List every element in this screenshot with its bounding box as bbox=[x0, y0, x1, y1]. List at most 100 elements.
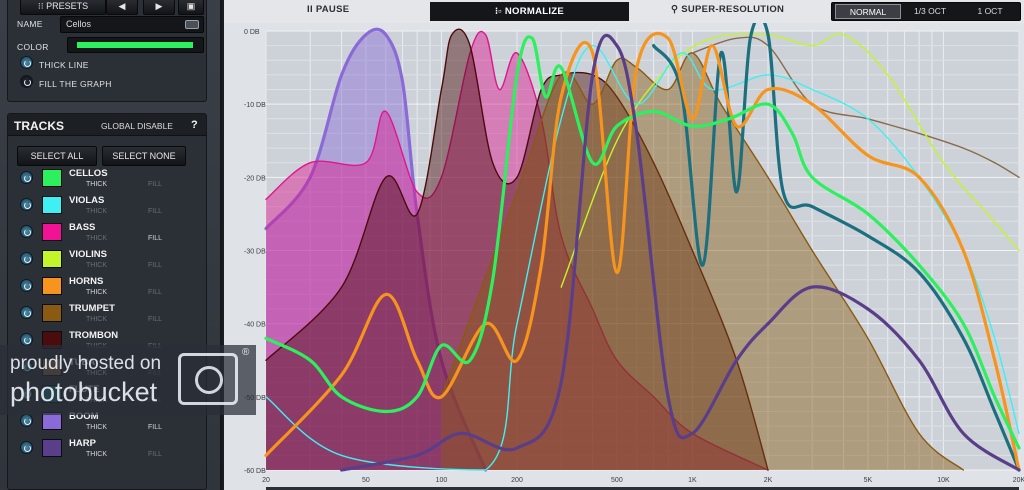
series-violas-line bbox=[265, 44, 1020, 471]
arrow-right-icon: ▶ bbox=[155, 1, 163, 11]
help-icon[interactable]: ? bbox=[191, 119, 198, 131]
series-boom-fill bbox=[266, 29, 486, 471]
x-tick-label: 2K bbox=[764, 477, 773, 484]
track-power-toggle[interactable] bbox=[20, 225, 33, 238]
super-resolution-icon: ⚲ bbox=[671, 4, 682, 15]
x-tick-label: 200 bbox=[511, 477, 523, 484]
track-thick-toggle[interactable]: THICK bbox=[86, 451, 107, 458]
next-preset-button[interactable]: ▶ bbox=[143, 0, 175, 15]
x-tick-label: 20K bbox=[1013, 477, 1024, 484]
track-name: TROMBON bbox=[69, 330, 119, 341]
series-bass-fill bbox=[266, 31, 768, 470]
series-boom-line bbox=[264, 27, 488, 472]
track-fill-toggle[interactable]: FILL bbox=[148, 451, 163, 458]
x-tick-label: 100 bbox=[436, 477, 448, 484]
track-row-violas: VIOLAS THICK FILL bbox=[8, 195, 206, 222]
track-color-swatch[interactable] bbox=[42, 304, 62, 322]
thick-line-label: THICK LINE bbox=[39, 60, 89, 70]
track-thick-toggle[interactable]: THICK bbox=[86, 235, 107, 242]
track-settings-card: ⁝⁝ PRESETS ◀ ▶ ▣ NAME Cellos COLOR THICK… bbox=[7, 0, 207, 102]
mode-octave[interactable]: 1 OCT bbox=[977, 6, 1003, 16]
track-color-swatch[interactable] bbox=[42, 223, 62, 241]
track-color-swatch[interactable] bbox=[42, 250, 62, 268]
select-all-button[interactable]: SELECT ALL bbox=[17, 146, 97, 166]
track-thick-toggle[interactable]: THICK bbox=[86, 208, 107, 215]
global-disable-button[interactable]: GLOBAL DISABLE bbox=[101, 121, 173, 131]
y-tick-label: -40 DB bbox=[244, 322, 266, 329]
track-color-swatch[interactable] bbox=[42, 277, 62, 295]
track-name-value: Cellos bbox=[66, 19, 92, 29]
x-tick-label: 50 bbox=[362, 477, 370, 484]
track-thick-toggle[interactable]: THICK bbox=[86, 424, 107, 431]
track-power-toggle[interactable] bbox=[20, 414, 33, 427]
track-power-toggle[interactable] bbox=[20, 306, 33, 319]
mode-normal[interactable]: NORMAL bbox=[835, 4, 901, 19]
track-fill-toggle[interactable]: FILL bbox=[148, 235, 163, 242]
plot-scrollbar bbox=[266, 487, 1019, 490]
thick-line-toggle[interactable] bbox=[20, 56, 33, 69]
track-fill-toggle[interactable]: FILL bbox=[148, 424, 163, 431]
normalize-icon: ⁝▫ bbox=[494, 6, 505, 17]
save-preset-button[interactable]: ▣ bbox=[178, 0, 204, 15]
track-color-swatch[interactable] bbox=[42, 169, 62, 187]
x-tick-label: 1K bbox=[688, 477, 697, 484]
track-name-input[interactable]: Cellos bbox=[60, 16, 204, 33]
track-row-harp: HARP THICK FILL bbox=[8, 438, 206, 465]
mode-third-octave[interactable]: 1/3 OCT bbox=[913, 6, 947, 16]
track-power-toggle[interactable] bbox=[20, 171, 33, 184]
presets-button[interactable]: ⁝⁝ PRESETS bbox=[20, 0, 106, 15]
series-flute-line bbox=[652, 23, 1021, 472]
color-swatch bbox=[77, 42, 193, 48]
x-tick-label: 10K bbox=[937, 477, 950, 484]
track-thick-toggle[interactable]: THICK bbox=[86, 262, 107, 269]
select-none-button[interactable]: SELECT NONE bbox=[102, 146, 186, 166]
track-power-toggle[interactable] bbox=[20, 441, 33, 454]
fill-graph-label: FILL THE GRAPH bbox=[39, 79, 112, 89]
left-panel: ⁝⁝ PRESETS ◀ ▶ ▣ NAME Cellos COLOR THICK… bbox=[0, 0, 222, 490]
y-tick-label: -20 DB bbox=[244, 175, 266, 182]
track-name: HORNS bbox=[69, 276, 104, 287]
track-fill-toggle[interactable]: FILL bbox=[148, 208, 163, 215]
pause-button[interactable]: II PAUSE bbox=[307, 4, 350, 15]
track-fill-toggle[interactable]: FILL bbox=[148, 262, 163, 269]
track-name: CELLOS bbox=[69, 168, 108, 179]
track-color-swatch[interactable] bbox=[42, 439, 62, 457]
track-row-trumpet: TRUMPET THICK FILL bbox=[8, 303, 206, 330]
series-harp-line bbox=[340, 33, 1021, 472]
track-power-toggle[interactable] bbox=[20, 198, 33, 211]
prev-preset-button[interactable]: ◀ bbox=[106, 0, 138, 15]
track-color-swatch[interactable] bbox=[42, 196, 62, 214]
track-fill-toggle[interactable]: FILL bbox=[148, 289, 163, 296]
track-row-cellos: CELLOS THICK FILL bbox=[8, 168, 206, 195]
x-tick-label: 5K bbox=[864, 477, 873, 484]
track-row-horns: HORNS THICK FILL bbox=[8, 276, 206, 303]
y-tick-label: -60 DB bbox=[244, 468, 266, 475]
spectrum-plot[interactable]: 0 DB-10 DB-20 DB-30 DB-40 DB-50 DB-60 DB… bbox=[224, 23, 1024, 490]
track-name: BOOM bbox=[69, 411, 99, 422]
track-thick-toggle[interactable]: THICK bbox=[86, 181, 107, 188]
keyboard-icon[interactable] bbox=[185, 20, 199, 29]
track-thick-toggle[interactable]: THICK bbox=[86, 289, 107, 296]
track-power-toggle[interactable] bbox=[20, 252, 33, 265]
camera-icon bbox=[178, 353, 238, 405]
track-name: TRUMPET bbox=[69, 303, 115, 314]
tracks-title: TRACKS bbox=[14, 119, 64, 133]
series-horns-line bbox=[264, 31, 1021, 472]
pause-icon: II bbox=[307, 4, 313, 15]
track-name: VIOLINS bbox=[69, 249, 108, 260]
y-tick-label: -30 DB bbox=[244, 249, 266, 256]
fill-graph-toggle[interactable] bbox=[20, 75, 33, 88]
series-trumpet-fill bbox=[441, 52, 964, 471]
track-fill-toggle[interactable]: FILL bbox=[148, 316, 163, 323]
y-tick-label: -10 DB bbox=[244, 102, 266, 109]
super-resolution-button[interactable]: ⚲ SUPER-RESOLUTION bbox=[671, 4, 785, 15]
x-tick-label: 500 bbox=[611, 477, 623, 484]
arrow-left-icon: ◀ bbox=[118, 1, 126, 11]
color-picker[interactable] bbox=[67, 37, 204, 53]
series-trombon-line bbox=[265, 28, 769, 471]
normalize-button[interactable]: ⁝▫ NORMALIZE bbox=[430, 2, 629, 21]
track-power-toggle[interactable] bbox=[20, 279, 33, 292]
track-fill-toggle[interactable]: FILL bbox=[148, 181, 163, 188]
track-thick-toggle[interactable]: THICK bbox=[86, 316, 107, 323]
series-trombon-fill bbox=[266, 29, 768, 470]
